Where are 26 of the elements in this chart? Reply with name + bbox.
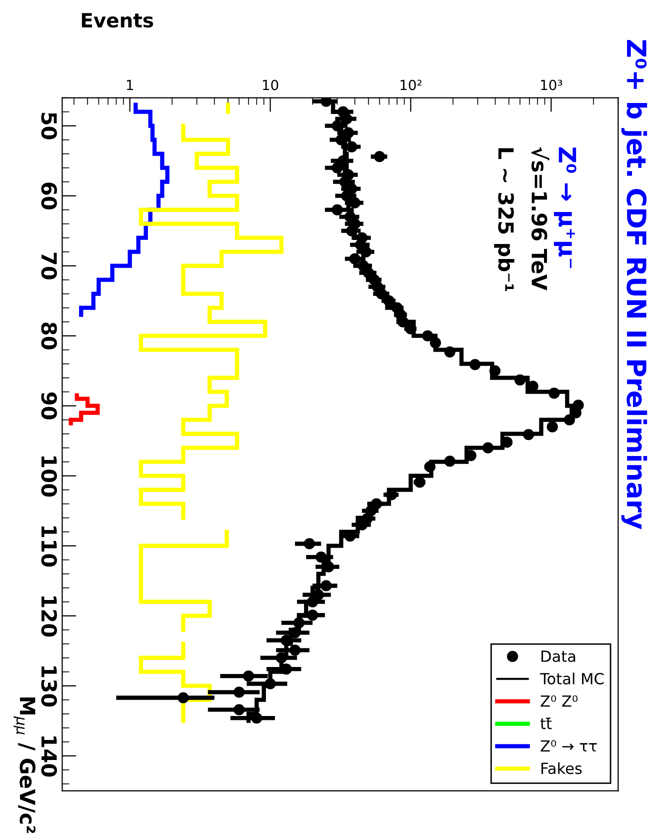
text: Z⁰+ b jet. CDF RUN II Preliminary bbox=[621, 40, 648, 530]
y-tick-label: 70 bbox=[41, 252, 57, 280]
y-tick-label: 130 bbox=[41, 666, 57, 707]
x-tick-label: 1 bbox=[126, 80, 133, 90]
annotation: √s=1.96 TeV bbox=[531, 147, 550, 290]
legend-label: Total MC bbox=[540, 672, 604, 684]
y-tick-label: 140 bbox=[41, 736, 57, 777]
legend-label: tt̄ bbox=[540, 718, 552, 730]
annotation: L ~ 325 pb⁻¹ bbox=[494, 148, 514, 292]
x-axis-title: Events bbox=[82, 13, 154, 28]
y-axis-title: M$_{μμ}$ / GeV/c² bbox=[14, 697, 36, 834]
x-tick-label: 10² bbox=[400, 80, 422, 90]
legend-label: Z⁰ Z⁰ bbox=[540, 695, 578, 707]
legend-label: Data bbox=[542, 650, 576, 662]
legend-label: Fakes bbox=[542, 762, 582, 774]
y-tick-label: 90 bbox=[41, 392, 57, 420]
annotation: Z⁰ → μ⁺μ⁻ bbox=[554, 147, 576, 268]
x-tick-label: 10³ bbox=[541, 80, 562, 90]
x-tick-label: 10 bbox=[262, 80, 278, 90]
legend-label: Z⁰ → ττ bbox=[540, 740, 597, 752]
y-tick-label: 110 bbox=[41, 526, 57, 567]
y-tick-label: 120 bbox=[41, 596, 57, 637]
y-tick-label: 80 bbox=[41, 322, 57, 350]
y-tick-label: 60 bbox=[41, 182, 57, 210]
y-tick-label: 100 bbox=[41, 456, 57, 497]
y-tick-label: 50 bbox=[41, 112, 57, 140]
